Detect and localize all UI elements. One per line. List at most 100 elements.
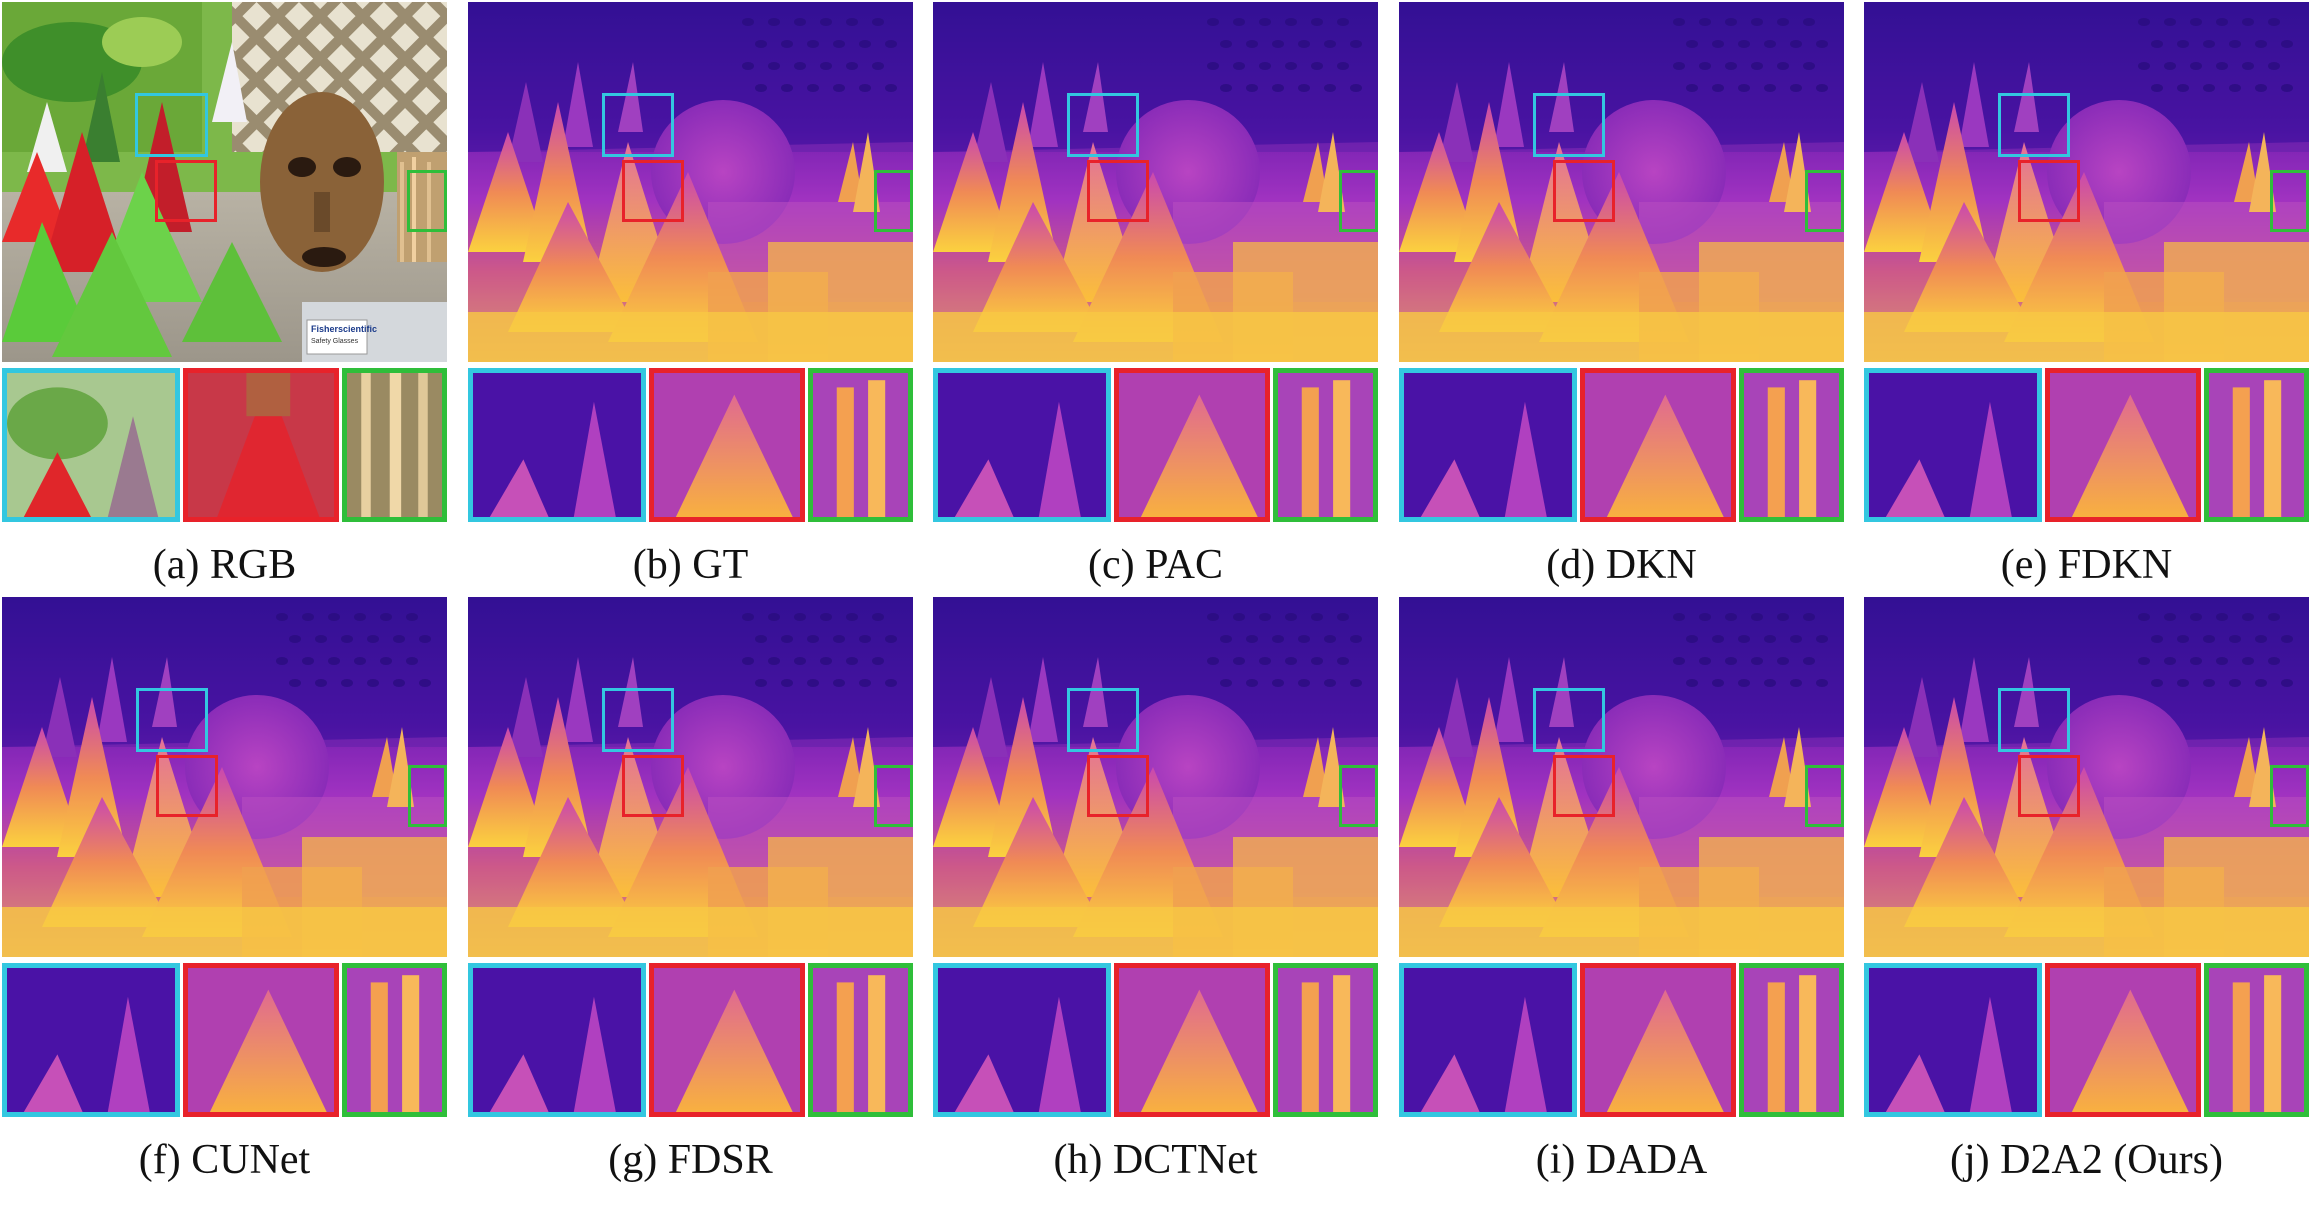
cyan-zoom-box	[136, 688, 208, 752]
cyan-zoom-crop	[468, 368, 646, 522]
depth-map-image	[1399, 597, 1844, 957]
green-zoom-box	[407, 170, 447, 232]
cyan-zoom-box	[1998, 688, 2070, 752]
red-zoom-crop	[649, 963, 805, 1117]
panel-caption: (f) CUNet	[138, 1137, 311, 1183]
depth-main-image	[468, 597, 913, 957]
green-zoom-box	[408, 765, 447, 827]
panel-caption: (c) PAC	[1088, 542, 1223, 588]
depth-map-image	[933, 597, 1378, 957]
red-zoom-box	[155, 160, 217, 222]
panel-caption: (i) DADA	[1535, 1137, 1708, 1183]
panel-caption: (b) GT	[632, 542, 749, 588]
panel-6: (f) CUNet	[2, 597, 447, 1187]
green-zoom-box	[1805, 765, 1844, 827]
cyan-zoom-box	[602, 688, 674, 752]
panel-4: (d) DKN	[1399, 2, 1844, 592]
depth-main-image	[468, 2, 913, 362]
depth-map-image	[2, 597, 447, 957]
green-zoom-box	[2270, 170, 2309, 232]
green-zoom-crop	[1273, 368, 1378, 522]
cyan-zoom-crop	[933, 368, 1111, 522]
cyan-zoom-crop	[2, 963, 180, 1117]
green-zoom-crop	[808, 368, 913, 522]
zoom-crops	[933, 368, 1378, 528]
red-zoom-crop	[649, 368, 805, 522]
zoom-crops	[1864, 368, 2309, 528]
depth-main-image	[933, 2, 1378, 362]
red-zoom-box	[2018, 755, 2080, 817]
green-zoom-crop	[1739, 963, 1844, 1117]
zoom-crops	[1399, 963, 1844, 1123]
green-zoom-crop	[1273, 963, 1378, 1117]
depth-map-image	[933, 2, 1378, 362]
cyan-zoom-crop	[933, 963, 1111, 1117]
panel-caption: (a) RGB	[152, 542, 297, 588]
panel-8: (h) DCTNet	[933, 597, 1378, 1187]
panel-5: (e) FDKN	[1864, 2, 2309, 592]
cyan-zoom-crop	[468, 963, 646, 1117]
zoom-crops	[2, 963, 447, 1123]
red-zoom-crop	[1580, 368, 1736, 522]
depth-map-image	[468, 597, 913, 957]
green-zoom-box	[1339, 170, 1378, 232]
panel-caption: (d) DKN	[1546, 542, 1697, 588]
rgb-label-line1: Fisherscientific	[311, 324, 377, 334]
red-zoom-box	[1553, 755, 1615, 817]
red-zoom-crop	[183, 368, 339, 522]
red-zoom-crop	[1114, 963, 1270, 1117]
red-zoom-crop	[1580, 963, 1736, 1117]
panel-1: Fisherscientific Safety Glasses (a) RGB	[2, 2, 447, 592]
green-zoom-box	[2270, 765, 2309, 827]
zoom-crops	[1864, 963, 2309, 1123]
zoom-crops	[933, 963, 1378, 1123]
depth-main-image	[1399, 597, 1844, 957]
depth-map-image	[1399, 2, 1844, 362]
zoom-crops	[468, 963, 913, 1123]
panel-caption: (h) DCTNet	[1053, 1137, 1258, 1183]
green-zoom-crop	[342, 963, 447, 1117]
red-zoom-box	[622, 755, 684, 817]
green-zoom-crop	[1739, 368, 1844, 522]
depth-map-image	[468, 2, 913, 362]
red-zoom-box	[156, 755, 218, 817]
green-zoom-crop	[2204, 368, 2309, 522]
cyan-zoom-box	[602, 93, 674, 157]
depth-main-image	[1864, 2, 2309, 362]
cyan-zoom-crop	[1864, 963, 2042, 1117]
red-zoom-box	[622, 160, 684, 222]
red-zoom-crop	[183, 963, 339, 1117]
panel-2: (b) GT	[468, 2, 913, 592]
depth-map-image	[1864, 597, 2309, 957]
cyan-zoom-crop	[2, 368, 180, 522]
zoom-crops	[468, 368, 913, 528]
depth-main-image	[1399, 2, 1844, 362]
cyan-zoom-crop	[1864, 368, 2042, 522]
rgb-label-line2: Safety Glasses	[311, 338, 359, 345]
green-zoom-crop	[2204, 963, 2309, 1117]
green-zoom-box	[874, 765, 913, 827]
red-zoom-box	[1087, 160, 1149, 222]
depth-main-image	[933, 597, 1378, 957]
panel-caption: (g) FDSR	[608, 1137, 773, 1183]
cyan-zoom-box	[1067, 93, 1139, 157]
zoom-crops	[2, 368, 447, 528]
green-zoom-crop	[808, 963, 913, 1117]
red-zoom-box	[1553, 160, 1615, 222]
cyan-zoom-box	[1067, 688, 1139, 752]
panel-9: (i) DADA	[1399, 597, 1844, 1187]
depth-main-image	[2, 597, 447, 957]
panel-3: (c) PAC	[933, 2, 1378, 592]
panel-10: (j) D2A2 (Ours)	[1864, 597, 2309, 1187]
cyan-zoom-crop	[1399, 368, 1577, 522]
rgb-main-image: Fisherscientific Safety Glasses	[2, 2, 447, 362]
zoom-crops	[1399, 368, 1844, 528]
panel-caption: (j) D2A2 (Ours)	[1950, 1137, 2223, 1183]
red-zoom-crop	[2045, 368, 2201, 522]
cyan-zoom-box	[135, 93, 208, 157]
depth-map-image	[1864, 2, 2309, 362]
green-zoom-crop	[342, 368, 447, 522]
green-zoom-box	[874, 170, 913, 232]
rgb-image: Fisherscientific Safety Glasses	[2, 2, 447, 362]
